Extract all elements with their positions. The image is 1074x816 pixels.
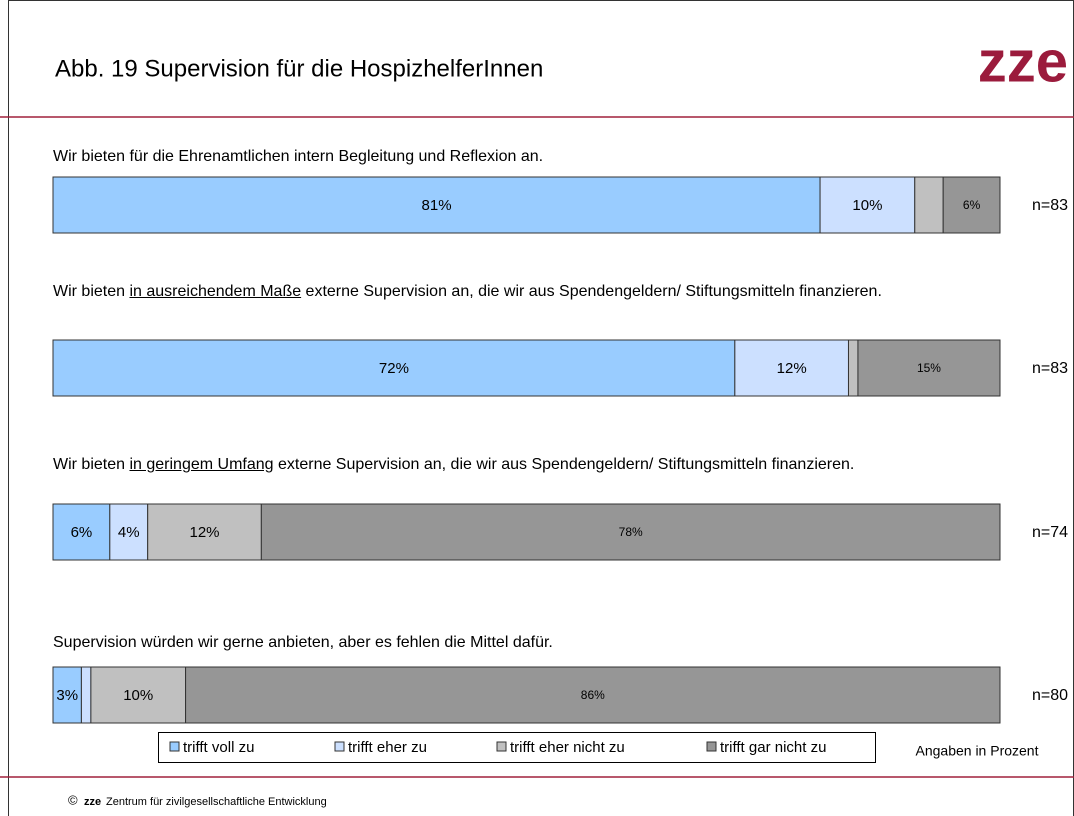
- value-label: 12%: [190, 524, 220, 541]
- sample-size: n=74: [1032, 524, 1068, 541]
- legend-label: trifft gar nicht zu: [720, 739, 826, 756]
- bar-segment: [52, 666, 82, 724]
- bar-segment: [109, 503, 149, 561]
- value-label: 4%: [118, 524, 140, 541]
- legend-box: [158, 732, 876, 763]
- sample-size: n=83: [1032, 197, 1068, 214]
- sample-size: n=83: [1032, 360, 1068, 377]
- value-label: 10%: [852, 197, 882, 214]
- footer-symbol: ©: [68, 792, 78, 807]
- value-label: 86%: [581, 688, 605, 702]
- value-label: 6%: [71, 524, 93, 541]
- bar-segment: [847, 339, 859, 397]
- question: Wir bieten in geringem Umfang externe Su…: [53, 456, 855, 473]
- bar-segment: [260, 503, 1001, 561]
- value-label: 10%: [123, 687, 153, 704]
- logo: zze: [978, 29, 1068, 94]
- bar-segment: [914, 176, 944, 234]
- note: Angaben in Prozent: [916, 743, 1039, 759]
- value-label: 81%: [422, 197, 452, 214]
- bar-segment: [857, 339, 1001, 397]
- bar-segment: [819, 176, 916, 234]
- value-label: 6%: [963, 198, 981, 212]
- sample-size: n=80: [1032, 687, 1068, 704]
- bar-segment: [52, 176, 821, 234]
- bar-segment: [147, 503, 262, 561]
- value-label: 3%: [56, 687, 78, 704]
- value-label: 12%: [777, 360, 807, 377]
- bar-segment: [942, 176, 1001, 234]
- footer-brand: zze: [84, 796, 101, 808]
- legend-swatch: [334, 741, 345, 752]
- bar-segment: [52, 503, 111, 561]
- legend-swatch: [496, 741, 507, 752]
- legend-label: trifft eher nicht zu: [510, 739, 625, 756]
- bar-segment: [90, 666, 187, 724]
- question: Wir bieten in ausreichendem Maße externe…: [53, 283, 882, 300]
- value-label: 72%: [379, 360, 409, 377]
- question: Supervision würden wir gerne anbieten, a…: [53, 634, 553, 651]
- bar-segment: [734, 339, 849, 397]
- legend-label: trifft voll zu: [183, 739, 254, 756]
- legend-swatch: [706, 741, 717, 752]
- legend-swatch: [169, 741, 180, 752]
- title: Abb. 19 Supervision für die Hospizhelfer…: [55, 55, 543, 82]
- question: Wir bieten für die Ehrenamtlichen intern…: [53, 148, 544, 165]
- value-label: 78%: [619, 525, 643, 539]
- value-label: 15%: [917, 361, 941, 375]
- bar-segment: [80, 666, 92, 724]
- footer-text: Zentrum für zivilgesellschaftliche Entwi…: [106, 796, 327, 808]
- bar-segment: [185, 666, 1001, 724]
- legend-label: trifft eher zu: [348, 739, 427, 756]
- bar-segment: [52, 339, 736, 397]
